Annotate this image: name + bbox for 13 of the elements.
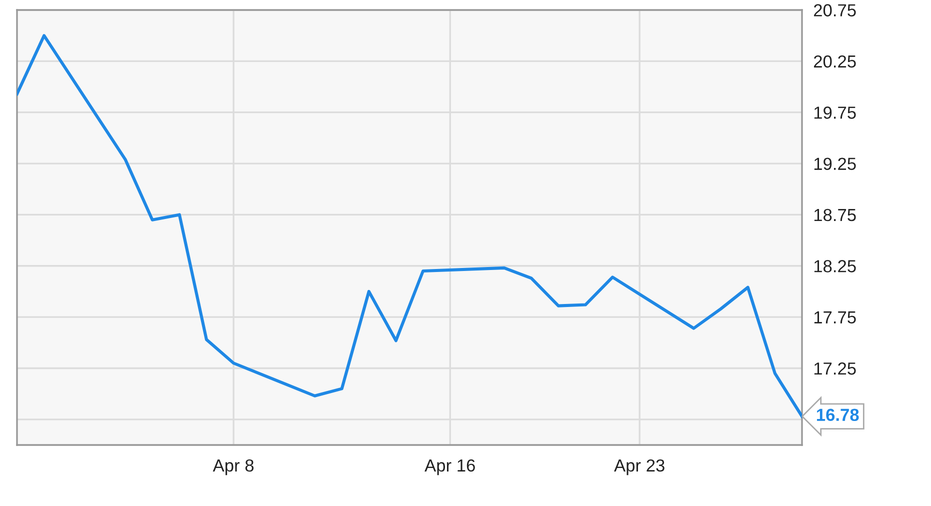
- y-tick-label: 20.25: [814, 55, 856, 68]
- y-tick-label: 18.25: [814, 260, 856, 272]
- y-tick-label: 18.75: [814, 208, 856, 222]
- y-tick-label: 17.75: [814, 311, 856, 324]
- line-series: [17, 34, 802, 418]
- y-tick-label: 19.25: [814, 158, 856, 170]
- data-label: 16.78: [816, 408, 859, 421]
- x-tick-label: Apr 23: [614, 459, 664, 476]
- y-tick-label: 17.25: [814, 362, 856, 375]
- y-tick-label: 19.75: [814, 106, 856, 119]
- x-tick-label: Apr 8: [212, 459, 254, 476]
- x-tick-label: Apr 16: [424, 459, 475, 476]
- y-tick-label: 20.75: [814, 4, 856, 16]
